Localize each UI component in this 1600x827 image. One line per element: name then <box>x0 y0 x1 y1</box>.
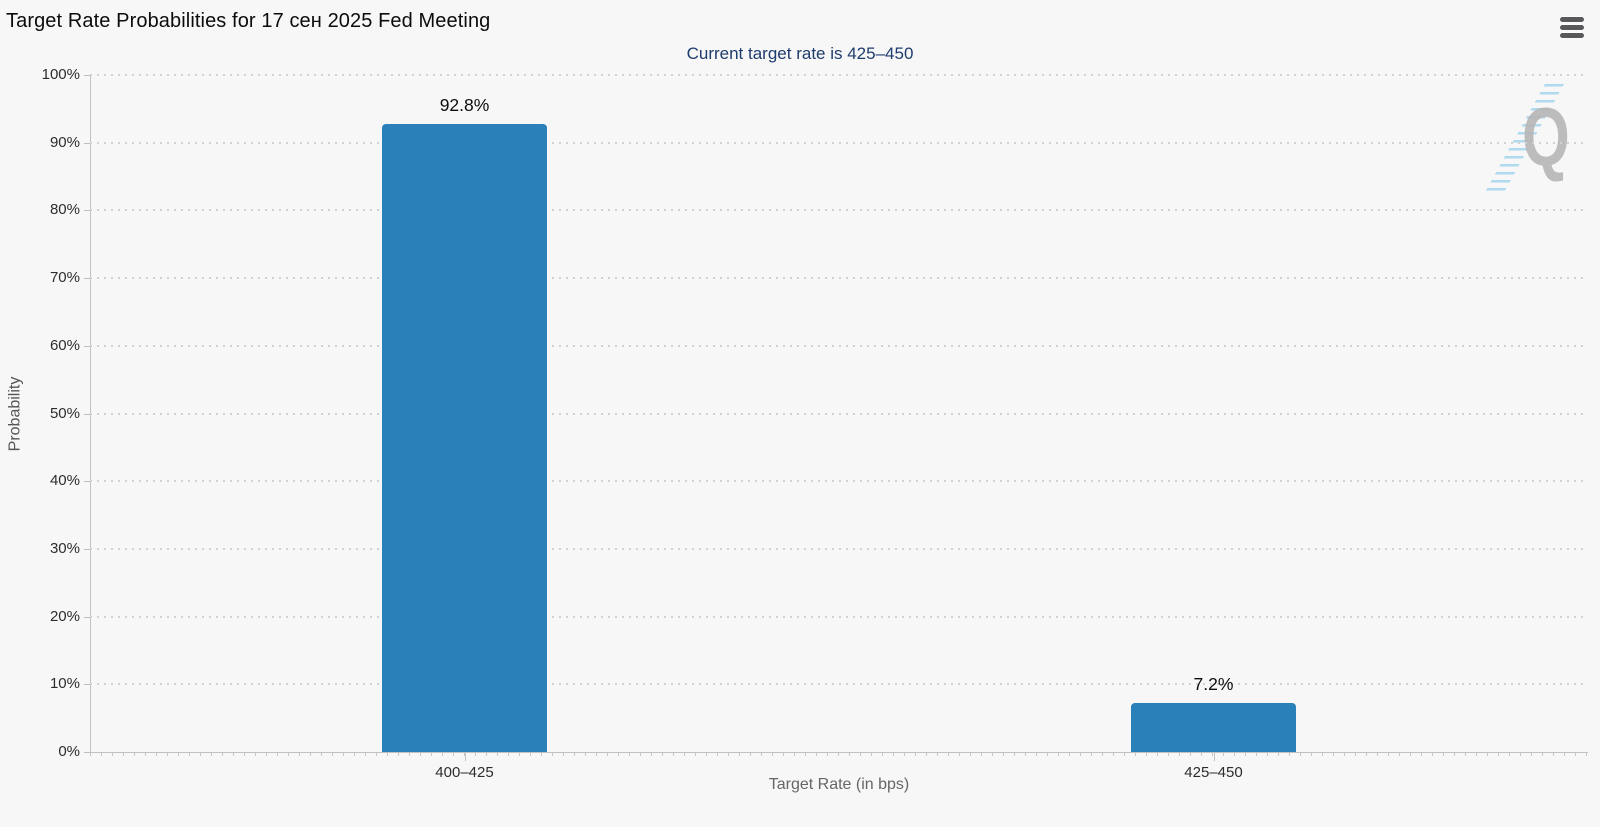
x-category-label: 425–450 <box>1184 764 1243 781</box>
y-axis-tick <box>84 616 90 618</box>
y-axis-title-wrap: Probability <box>0 75 32 752</box>
bar-value-label: 7.2% <box>1193 674 1234 695</box>
x-axis-title: Target Rate (in bps) <box>768 776 910 793</box>
gridline <box>90 344 1588 347</box>
gridline <box>90 480 1588 483</box>
y-tick-label: 100% <box>41 66 80 83</box>
current-rate-subtitle: Current target rate is 425–450 <box>686 44 914 63</box>
y-axis-tick <box>84 142 90 144</box>
y-axis-tick <box>84 548 90 550</box>
gridline <box>90 277 1588 280</box>
bar-chart-plot-area: Q 0% 10% 20% 30% 40% 50% 60% 70% 80% 90% 100% 92.8%… <box>42 66 1588 781</box>
y-axis-tick <box>84 278 90 280</box>
gridline <box>90 615 1588 618</box>
gridline <box>90 547 1588 550</box>
gridline <box>90 412 1588 415</box>
y-tick-label: 90% <box>49 133 80 151</box>
y-axis-tick <box>84 345 90 347</box>
y-tick-label: 40% <box>49 472 80 490</box>
y-axis-tick <box>84 75 90 76</box>
y-tick-label: 0% <box>58 743 80 760</box>
bar-value-label: 92.8% <box>439 94 490 115</box>
watermark-q-logo: Q <box>1522 90 1570 183</box>
gridline <box>90 74 1588 76</box>
gridline <box>90 141 1588 144</box>
x-axis-minor-ticks <box>90 753 1588 756</box>
y-tick-label: 50% <box>49 404 80 422</box>
hamburger-icon <box>1560 17 1584 22</box>
y-axis-tick <box>84 413 90 415</box>
probability-bar[interactable] <box>1131 703 1296 752</box>
chart-menu-button[interactable] <box>1560 16 1586 39</box>
x-axis-tick <box>464 752 466 761</box>
gridline <box>90 683 1588 686</box>
y-axis-tick <box>84 684 90 686</box>
y-tick-label: 80% <box>49 201 80 219</box>
y-tick-label: 60% <box>49 336 80 354</box>
x-axis-line <box>90 752 1588 753</box>
hamburger-icon <box>1560 33 1584 38</box>
hamburger-icon <box>1560 25 1584 30</box>
y-tick-label: 20% <box>49 607 80 625</box>
y-axis-tick <box>84 210 90 212</box>
y-tick-label: 30% <box>49 539 80 557</box>
page-title: Target Rate Probabilities for 17 сен 202… <box>6 10 491 32</box>
x-category-label: 400–425 <box>435 764 494 781</box>
y-tick-label: 70% <box>49 269 80 287</box>
gridline <box>90 209 1588 212</box>
probability-bar[interactable] <box>382 123 547 752</box>
x-axis-tick <box>1213 752 1215 761</box>
y-axis-tick <box>84 481 90 483</box>
y-axis-title: Probability <box>6 376 24 451</box>
y-axis-tick <box>84 752 90 753</box>
y-tick-label: 10% <box>49 675 80 693</box>
